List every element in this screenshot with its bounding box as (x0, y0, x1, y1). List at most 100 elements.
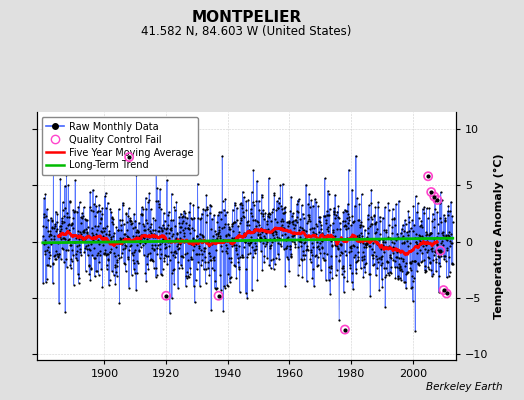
Point (286, 208, 294, 215)
Point (227, 259, 235, 265)
Point (208, 257, 216, 263)
Point (79, 234, 88, 240)
Point (288, 238, 297, 244)
Point (358, 254, 366, 260)
Point (411, 258, 419, 265)
Point (211, 228, 219, 234)
Point (288, 232, 296, 239)
Point (293, 197, 302, 204)
Point (418, 224, 427, 231)
Point (67, 222, 75, 228)
Point (191, 240, 200, 247)
Point (212, 286, 220, 292)
Point (101, 225, 109, 232)
Point (391, 222, 399, 229)
Point (134, 228, 143, 234)
Point (170, 204, 179, 211)
Point (113, 257, 122, 264)
Point (282, 245, 290, 251)
Point (49, 160, 58, 166)
Point (365, 242, 373, 249)
Point (438, 219, 446, 225)
Point (441, 232, 450, 239)
Point (84, 242, 93, 249)
Point (221, 221, 229, 227)
Point (340, 223, 348, 229)
Point (302, 246, 311, 252)
Point (326, 263, 335, 270)
Point (361, 261, 369, 267)
Point (149, 234, 157, 240)
Point (167, 226, 176, 233)
Point (94, 237, 102, 244)
Point (124, 256, 132, 262)
Point (343, 208, 351, 214)
Point (215, 209, 223, 216)
Point (91, 223, 100, 229)
Point (142, 278, 150, 285)
Point (290, 222, 299, 228)
Point (216, 238, 224, 244)
Point (250, 240, 259, 246)
Point (110, 230, 118, 236)
Point (353, 258, 361, 264)
Point (301, 235, 310, 242)
Point (237, 217, 245, 224)
Point (146, 250, 154, 257)
Point (111, 253, 119, 259)
Point (113, 272, 121, 279)
Point (373, 226, 381, 232)
Point (356, 224, 364, 230)
Point (422, 268, 431, 274)
Point (270, 237, 279, 244)
Point (176, 240, 184, 247)
Point (80, 227, 89, 233)
Point (402, 270, 411, 277)
Point (368, 262, 377, 268)
Point (398, 268, 406, 274)
Point (433, 209, 441, 216)
Point (348, 219, 357, 225)
Point (131, 218, 139, 224)
Point (214, 292, 223, 299)
Point (404, 208, 412, 214)
Point (80, 204, 88, 210)
Point (100, 228, 108, 234)
Point (103, 265, 111, 272)
Point (359, 240, 367, 246)
Point (372, 229, 380, 235)
Point (259, 233, 268, 239)
Point (410, 222, 419, 228)
Point (331, 241, 339, 248)
Point (385, 272, 394, 278)
Point (65, 221, 73, 227)
Point (143, 219, 151, 226)
Point (74, 241, 83, 248)
Point (222, 232, 230, 238)
Point (248, 213, 256, 219)
Point (439, 242, 447, 248)
Point (367, 200, 375, 207)
Point (402, 229, 411, 235)
Point (70, 239, 78, 245)
Point (104, 232, 113, 238)
Point (362, 244, 370, 250)
Point (86, 247, 94, 253)
Point (87, 265, 95, 271)
Point (252, 198, 260, 204)
Point (97, 214, 105, 221)
Point (75, 249, 84, 256)
Point (85, 204, 94, 210)
Point (41, 250, 49, 257)
Point (390, 239, 398, 246)
Point (294, 272, 302, 278)
Point (219, 237, 227, 243)
Point (409, 278, 417, 284)
Point (248, 216, 257, 223)
Point (178, 253, 186, 260)
Point (238, 205, 246, 211)
Point (414, 261, 422, 268)
Point (328, 274, 336, 281)
Point (292, 217, 300, 224)
Point (107, 215, 116, 221)
